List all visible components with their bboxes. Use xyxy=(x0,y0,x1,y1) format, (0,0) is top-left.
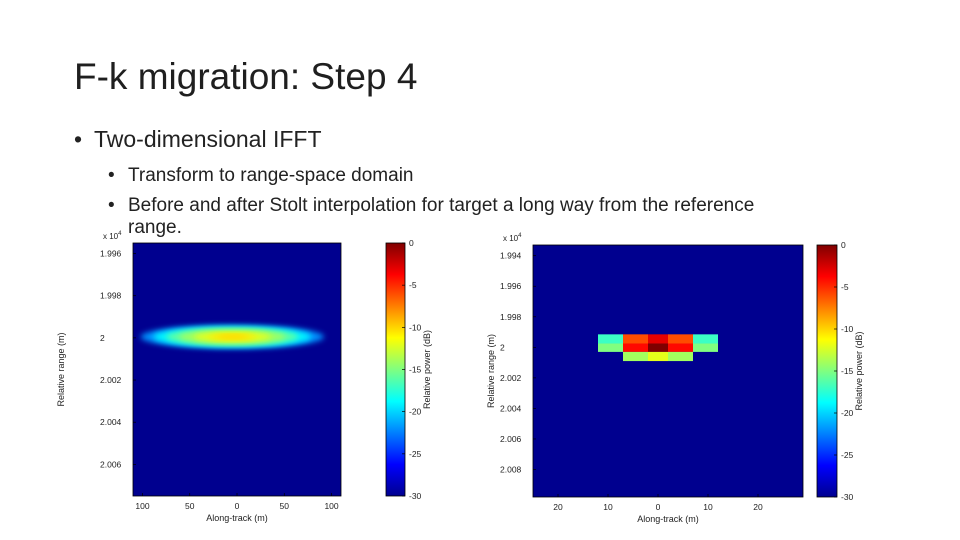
heatmap-cell xyxy=(598,343,623,352)
sub-bullet-item: • Before and after Stolt interpolation fo… xyxy=(108,195,754,239)
y-tick-label: 1.996 xyxy=(100,249,122,259)
x-tick-label: 50 xyxy=(280,501,290,511)
bullet-item: • Two-dimensional IFFT xyxy=(74,126,322,153)
y-tick-label: 2.002 xyxy=(500,373,522,383)
x-tick-label: 10 xyxy=(603,502,613,512)
y-tick-label: 2 xyxy=(100,333,105,343)
colorbar-tick-label: -15 xyxy=(409,365,422,375)
slide-title: F-k migration: Step 4 xyxy=(74,56,418,97)
x-tick-label: 10 xyxy=(703,502,713,512)
x-tick-label: 50 xyxy=(185,501,195,511)
bullet-dot-icon: • xyxy=(74,126,83,152)
heatmap-cell xyxy=(623,343,648,352)
x-tick-label: 0 xyxy=(656,502,661,512)
y-tick-label: 2.002 xyxy=(100,375,122,385)
y-tick-label: 1.998 xyxy=(100,291,122,301)
heatmap-cell xyxy=(648,334,668,344)
colorbar-tick-label: 0 xyxy=(841,240,846,250)
y-axis-label: Relative range (m) xyxy=(486,334,496,408)
sub-bullet-text-continued: range. xyxy=(128,217,182,238)
heatmap-cell xyxy=(648,351,668,362)
colorbar-tick-label: -10 xyxy=(409,322,422,332)
x-axis-label: Along-track (m) xyxy=(637,514,699,524)
y-tick-label: 2.004 xyxy=(100,417,122,427)
colorbar-tick-label: -5 xyxy=(841,282,849,292)
colorbar-tick-label: -15 xyxy=(841,366,854,376)
colorbar-tick-label: -5 xyxy=(409,280,417,290)
sub-bullet-text: Before and after Stolt interpolation for… xyxy=(128,195,755,216)
colorbar-label: Relative power (dB) xyxy=(854,331,864,410)
colorbar-tick-label: -25 xyxy=(841,450,854,460)
colorbar-tick-label: -30 xyxy=(841,492,854,502)
bullet-dot-icon: • xyxy=(108,165,115,186)
colorbar-label: Relative power (dB) xyxy=(422,330,432,409)
x-tick-label: 0 xyxy=(235,501,240,511)
colorbar-tick-label: -20 xyxy=(409,407,422,417)
y-tick-label: 1.998 xyxy=(500,312,522,322)
heatmap-cell xyxy=(668,351,693,362)
sub-bullet-text: Transform to range-space domain xyxy=(128,165,414,186)
plot-frame xyxy=(532,244,804,498)
colorbar-tick-label: -25 xyxy=(409,449,422,459)
sub-bullet-item: • Transform to range-space domain xyxy=(108,165,413,187)
heatmap-background xyxy=(533,245,803,497)
x-tick-label: 100 xyxy=(324,501,338,511)
heatmap-cell xyxy=(598,334,623,344)
y-multiplier-label: x 104 xyxy=(503,233,522,243)
y-tick-label: 2.006 xyxy=(500,434,522,444)
heatmap-cell xyxy=(668,343,693,352)
colorbar-tick-label: -30 xyxy=(409,491,422,501)
x-tick-label: 100 xyxy=(135,501,149,511)
y-tick-label: 2 xyxy=(500,342,505,352)
heatmap-cell xyxy=(693,343,718,352)
y-tick-label: 2.004 xyxy=(500,403,522,413)
bullet-dot-icon: • xyxy=(108,195,115,216)
y-multiplier-exponent: 4 xyxy=(518,233,522,239)
heatmap-cell xyxy=(668,334,693,344)
x-axis-label: Along-track (m) xyxy=(206,513,268,523)
x-tick-label: 20 xyxy=(753,502,763,512)
y-tick-label: 1.996 xyxy=(500,281,522,291)
y-tick-label: 2.006 xyxy=(100,459,122,469)
heatmap-cell xyxy=(693,334,718,344)
x-tick-label: 20 xyxy=(553,502,563,512)
colorbar-tick-label: -20 xyxy=(841,408,854,418)
y-tick-label: 2.008 xyxy=(500,465,522,475)
y-tick-label: 1.994 xyxy=(500,251,522,261)
bullet-text: Two-dimensional IFFT xyxy=(94,126,322,152)
colorbar-tick-label: 0 xyxy=(409,238,414,248)
y-axis-label: Relative range (m) xyxy=(56,332,66,406)
heatmap-blob-peak xyxy=(218,335,247,339)
heatmap-cell xyxy=(623,351,648,362)
colorbar-tick-label: -10 xyxy=(841,324,854,334)
y-multiplier-exponent: 4 xyxy=(118,231,122,237)
heatmap-cell xyxy=(648,343,668,352)
heatmap-background xyxy=(133,243,341,496)
heatmap-cell xyxy=(623,334,648,344)
y-multiplier-label: x 104 xyxy=(103,231,122,241)
